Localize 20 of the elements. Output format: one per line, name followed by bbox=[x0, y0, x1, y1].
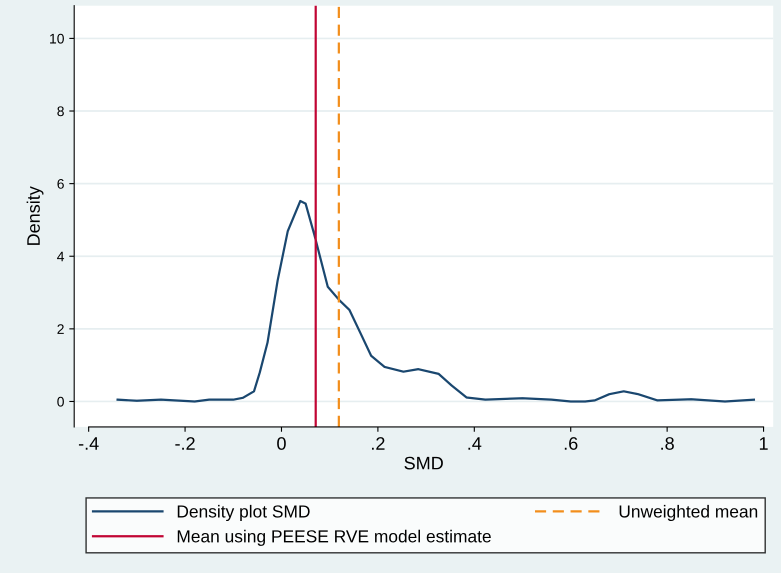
x-tick-label: -.2 bbox=[175, 437, 195, 450]
y-tick-label: 10 bbox=[50, 34, 64, 44]
x-tick-label: .8 bbox=[661, 437, 674, 450]
x-tick-label: 0 bbox=[277, 437, 286, 450]
y-tick-label: 8 bbox=[57, 106, 64, 116]
y-tick-label: 0 bbox=[57, 396, 64, 407]
y-tick-label: 4 bbox=[57, 252, 64, 262]
y-axis-title: Density bbox=[26, 186, 44, 245]
legend-label: Unweighted mean bbox=[620, 504, 758, 522]
x-tick-label: .6 bbox=[564, 437, 578, 450]
legend-label: Mean using PEESE RVE model estimate bbox=[178, 530, 491, 546]
y-tick-label: 2 bbox=[57, 324, 64, 334]
x-tick-label: .2 bbox=[372, 437, 385, 450]
x-tick-label: -.4 bbox=[78, 437, 99, 450]
x-tick-label: .4 bbox=[468, 437, 482, 450]
x-axis-title: SMD bbox=[404, 456, 443, 470]
legend-label: Density plot SMD bbox=[178, 504, 310, 522]
y-tick-label: 6 bbox=[57, 178, 64, 189]
line-series bbox=[116, 200, 756, 403]
x-tick-label: 1 bbox=[760, 437, 768, 450]
